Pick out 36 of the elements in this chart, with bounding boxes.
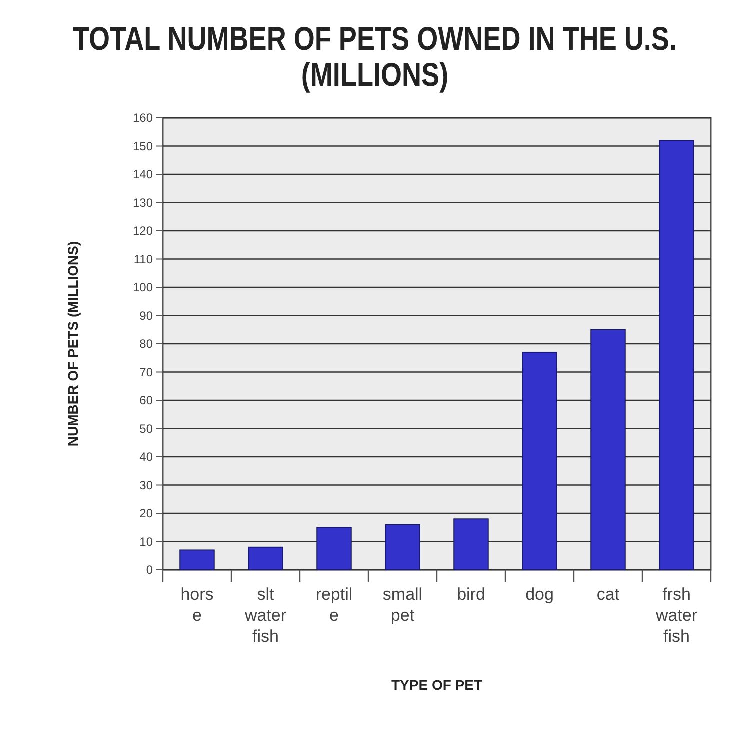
y-tick-label: 20 — [140, 506, 154, 521]
y-tick-label: 0 — [146, 563, 154, 578]
x-tick-label: frsh water fish — [654, 585, 698, 646]
x-tick-label: small pet — [382, 585, 423, 625]
y-tick-label: 120 — [132, 224, 154, 238]
bar — [248, 546, 284, 570]
y-tick-label: 40 — [140, 450, 154, 464]
y-tick-label: 90 — [140, 308, 154, 323]
bar — [522, 352, 558, 570]
x-tick-label: slt water fish — [244, 585, 287, 646]
y-axis-title: NUMBER OF PETS (MILLIONS) — [65, 241, 81, 447]
chart-title: TOTAL NUMBER OF PETS OWNED IN THE U.S. (MILLIONS) — [73, 22, 677, 94]
y-tick-label: 130 — [132, 196, 154, 210]
bar — [454, 518, 489, 570]
y-tick-label: 10 — [140, 534, 154, 549]
y-tick-label: 160 — [132, 111, 154, 126]
x-tick-label: cat — [596, 585, 620, 604]
y-tick-label: 100 — [132, 280, 154, 295]
y-tick-label: 60 — [140, 394, 154, 408]
bar — [385, 524, 420, 570]
bar — [659, 140, 694, 570]
y-tick-label: 80 — [140, 337, 154, 352]
x-tick-label: hors e — [180, 585, 214, 625]
x-axis-title: TYPE OF PET — [391, 677, 483, 693]
bar — [590, 329, 626, 570]
bar — [180, 550, 215, 570]
y-tick-label: 140 — [132, 168, 154, 182]
x-tick-label: bird — [457, 585, 486, 604]
y-tick-label: 150 — [132, 139, 154, 154]
y-tick-label: 110 — [134, 252, 154, 266]
x-tick-label: dog — [526, 585, 554, 604]
x-tick-label: reptil e — [316, 585, 353, 625]
y-tick-label: 30 — [140, 478, 154, 492]
bar — [316, 527, 352, 570]
y-tick-label: 70 — [140, 365, 154, 380]
y-tick-label: 50 — [140, 422, 154, 436]
